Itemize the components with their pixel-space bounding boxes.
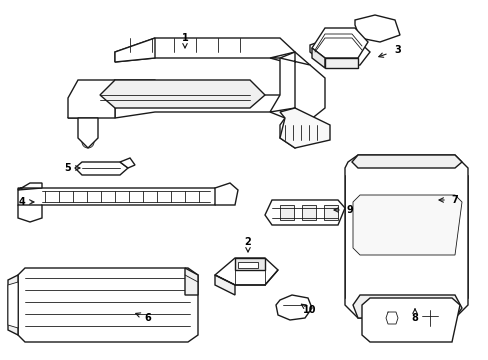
- Polygon shape: [302, 205, 315, 220]
- Polygon shape: [275, 295, 311, 320]
- Text: 1: 1: [181, 33, 188, 43]
- Polygon shape: [18, 205, 42, 222]
- Circle shape: [82, 136, 94, 148]
- Polygon shape: [324, 205, 337, 220]
- Circle shape: [379, 306, 403, 330]
- Text: 4: 4: [19, 197, 25, 207]
- Text: 7: 7: [451, 195, 457, 205]
- Polygon shape: [354, 15, 399, 42]
- Polygon shape: [352, 195, 461, 255]
- Polygon shape: [215, 275, 235, 295]
- Polygon shape: [280, 205, 293, 220]
- Polygon shape: [352, 295, 461, 318]
- Polygon shape: [238, 262, 258, 268]
- Polygon shape: [280, 52, 325, 120]
- Polygon shape: [18, 188, 218, 210]
- Polygon shape: [8, 282, 18, 328]
- Text: 8: 8: [411, 313, 418, 323]
- Polygon shape: [269, 52, 309, 112]
- Polygon shape: [264, 200, 345, 225]
- Circle shape: [419, 308, 439, 328]
- Polygon shape: [115, 95, 294, 118]
- Polygon shape: [75, 162, 128, 175]
- Polygon shape: [18, 183, 42, 190]
- Polygon shape: [215, 183, 238, 205]
- Polygon shape: [325, 58, 357, 68]
- Circle shape: [332, 45, 346, 59]
- Polygon shape: [311, 28, 367, 58]
- Polygon shape: [311, 48, 325, 68]
- Circle shape: [299, 82, 319, 102]
- Polygon shape: [115, 38, 155, 62]
- Text: 6: 6: [144, 313, 151, 323]
- Polygon shape: [120, 158, 135, 168]
- Polygon shape: [345, 155, 467, 318]
- Polygon shape: [280, 108, 329, 148]
- Polygon shape: [184, 268, 198, 295]
- Text: 5: 5: [64, 163, 71, 173]
- Polygon shape: [8, 275, 18, 335]
- Text: 10: 10: [303, 305, 316, 315]
- Polygon shape: [215, 258, 278, 285]
- Text: 2: 2: [244, 237, 251, 247]
- Polygon shape: [115, 38, 294, 62]
- Polygon shape: [280, 108, 309, 148]
- Text: 3: 3: [394, 45, 401, 55]
- Polygon shape: [309, 38, 369, 68]
- Polygon shape: [235, 258, 264, 270]
- Circle shape: [285, 305, 294, 315]
- Polygon shape: [68, 80, 115, 118]
- Polygon shape: [68, 80, 164, 118]
- Circle shape: [82, 97, 98, 113]
- Polygon shape: [18, 268, 198, 342]
- Text: 9: 9: [346, 205, 353, 215]
- Polygon shape: [351, 155, 461, 168]
- Polygon shape: [361, 298, 459, 342]
- Polygon shape: [78, 118, 98, 148]
- Polygon shape: [100, 80, 264, 108]
- Circle shape: [286, 130, 303, 146]
